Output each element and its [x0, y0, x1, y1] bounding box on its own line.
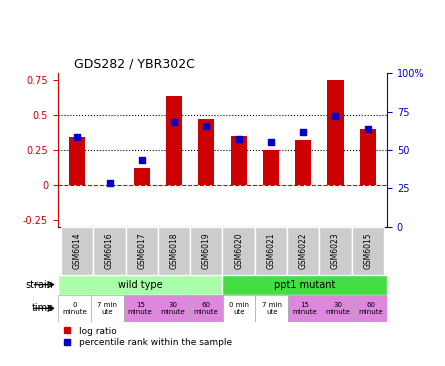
FancyBboxPatch shape [222, 295, 255, 322]
Bar [134, 168, 150, 185]
Text: GSM6018: GSM6018 [170, 232, 178, 269]
Bar [198, 119, 214, 185]
FancyBboxPatch shape [352, 227, 384, 274]
Point [332, 113, 339, 119]
Text: GDS282 / YBR302C: GDS282 / YBR302C [74, 57, 195, 71]
Text: 60
minute: 60 minute [358, 302, 383, 315]
FancyBboxPatch shape [287, 227, 320, 274]
Text: 15
minute: 15 minute [128, 302, 153, 315]
Text: 30
minute: 30 minute [325, 302, 350, 315]
Point [267, 139, 275, 145]
Text: GSM6016: GSM6016 [105, 232, 114, 269]
FancyBboxPatch shape [61, 227, 93, 274]
FancyBboxPatch shape [124, 295, 157, 322]
Text: 15
minute: 15 minute [292, 302, 317, 315]
FancyBboxPatch shape [125, 227, 158, 274]
FancyBboxPatch shape [222, 227, 255, 274]
Text: 60
minute: 60 minute [194, 302, 218, 315]
Text: strain: strain [25, 280, 53, 290]
Text: GSM6015: GSM6015 [363, 232, 372, 269]
Text: 7 min
ute: 7 min ute [97, 302, 117, 315]
FancyBboxPatch shape [190, 227, 222, 274]
Legend: log ratio, percentile rank within the sample: log ratio, percentile rank within the sa… [62, 326, 232, 347]
Point [138, 157, 146, 163]
Text: 7 min
ute: 7 min ute [262, 302, 282, 315]
Text: GSM6022: GSM6022 [299, 232, 307, 269]
FancyBboxPatch shape [91, 295, 124, 322]
FancyBboxPatch shape [157, 295, 190, 322]
Point [299, 130, 307, 135]
Text: GSM6014: GSM6014 [73, 232, 82, 269]
FancyBboxPatch shape [321, 295, 354, 322]
Text: 30
minute: 30 minute [161, 302, 186, 315]
Point [74, 134, 81, 140]
Bar [328, 80, 344, 185]
FancyBboxPatch shape [354, 295, 387, 322]
FancyBboxPatch shape [255, 295, 288, 322]
Point [106, 180, 113, 186]
Text: GSM6020: GSM6020 [234, 232, 243, 269]
FancyBboxPatch shape [190, 295, 222, 322]
Text: GSM6017: GSM6017 [138, 232, 146, 269]
FancyBboxPatch shape [320, 227, 352, 274]
Point [203, 123, 210, 129]
Text: 0 min
ute: 0 min ute [229, 302, 249, 315]
Text: time: time [31, 303, 53, 313]
Bar [166, 96, 182, 185]
Text: GSM6023: GSM6023 [331, 232, 340, 269]
Bar [295, 140, 312, 185]
Text: GSM6019: GSM6019 [202, 232, 211, 269]
FancyBboxPatch shape [222, 274, 387, 295]
FancyBboxPatch shape [58, 274, 222, 295]
Text: GSM6021: GSM6021 [267, 232, 275, 269]
Bar [263, 150, 279, 185]
Text: wild type: wild type [118, 280, 162, 290]
FancyBboxPatch shape [58, 295, 91, 322]
Bar [231, 136, 247, 185]
FancyBboxPatch shape [158, 227, 190, 274]
Bar [69, 138, 85, 185]
Point [364, 126, 371, 132]
Point [235, 136, 242, 142]
Text: 0
minute: 0 minute [62, 302, 87, 315]
FancyBboxPatch shape [255, 227, 287, 274]
Point [170, 119, 178, 125]
FancyBboxPatch shape [288, 295, 321, 322]
Text: ppt1 mutant: ppt1 mutant [274, 280, 336, 290]
FancyBboxPatch shape [93, 227, 125, 274]
Bar [360, 129, 376, 185]
